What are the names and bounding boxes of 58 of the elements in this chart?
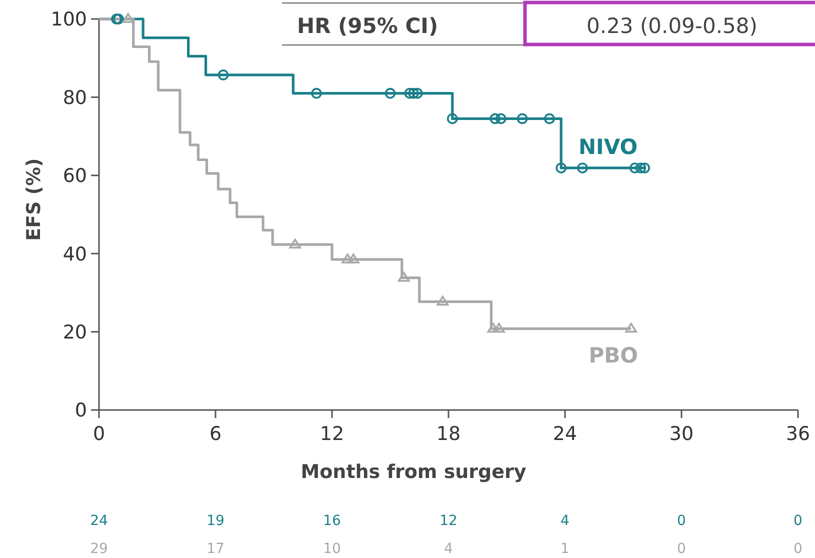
x-tick-label: 18 — [436, 423, 461, 445]
point — [311, 88, 322, 99]
text: 0 — [794, 541, 802, 557]
point — [639, 162, 650, 174]
text: 4 — [444, 541, 454, 557]
text: 24 — [90, 513, 108, 529]
text: 0 — [677, 541, 686, 557]
point — [412, 88, 423, 99]
point — [544, 113, 555, 124]
point — [493, 322, 505, 333]
text: 19 — [206, 513, 224, 529]
y-tick-label: 0 — [74, 400, 87, 422]
point — [487, 322, 500, 333]
point — [289, 238, 302, 249]
x-axis-title: Months from surgery — [300, 461, 527, 483]
point — [408, 88, 419, 99]
text: 29 — [90, 541, 108, 557]
text: 12 — [440, 513, 458, 529]
point — [556, 162, 567, 174]
point — [516, 113, 528, 124]
text: 0 — [677, 513, 686, 529]
y-tick-label: 80 — [62, 86, 87, 109]
x-tick-label: 24 — [552, 423, 578, 445]
y-tick-label: 100 — [50, 8, 87, 31]
point — [384, 88, 396, 99]
text: 10 — [323, 541, 341, 557]
series-label: PBO — [588, 344, 638, 368]
text: 16 — [323, 513, 341, 529]
point — [347, 254, 360, 264]
annotation: 0.23 (0.09-0.58) — [586, 14, 758, 38]
point — [496, 113, 506, 124]
point — [122, 13, 134, 23]
point — [577, 162, 588, 174]
text: 0 — [794, 513, 802, 529]
point — [398, 272, 410, 282]
y-axis-title: EFS (%) — [23, 158, 45, 241]
point — [635, 162, 646, 174]
point — [490, 113, 500, 124]
point — [630, 162, 640, 174]
annotation: HR (95% CI) — [297, 14, 438, 38]
x-tick-label: 0 — [92, 423, 106, 445]
series-label: NIVO — [578, 134, 638, 159]
text: 4 — [560, 513, 570, 529]
point — [342, 254, 354, 264]
point — [436, 296, 449, 306]
text: 17 — [206, 541, 224, 557]
x-tick-label: 30 — [669, 423, 694, 445]
y-tick-label: 20 — [62, 321, 87, 344]
point — [404, 88, 416, 99]
y-tick-label: 60 — [62, 165, 87, 188]
x-tick-label: 36 — [786, 423, 810, 445]
point — [446, 113, 458, 124]
y-tick-label: 40 — [62, 243, 87, 266]
point — [625, 322, 637, 333]
point — [218, 70, 229, 80]
x-tick-label: 12 — [320, 423, 344, 445]
text: 1 — [560, 541, 570, 557]
x-tick-label: 6 — [209, 423, 222, 445]
